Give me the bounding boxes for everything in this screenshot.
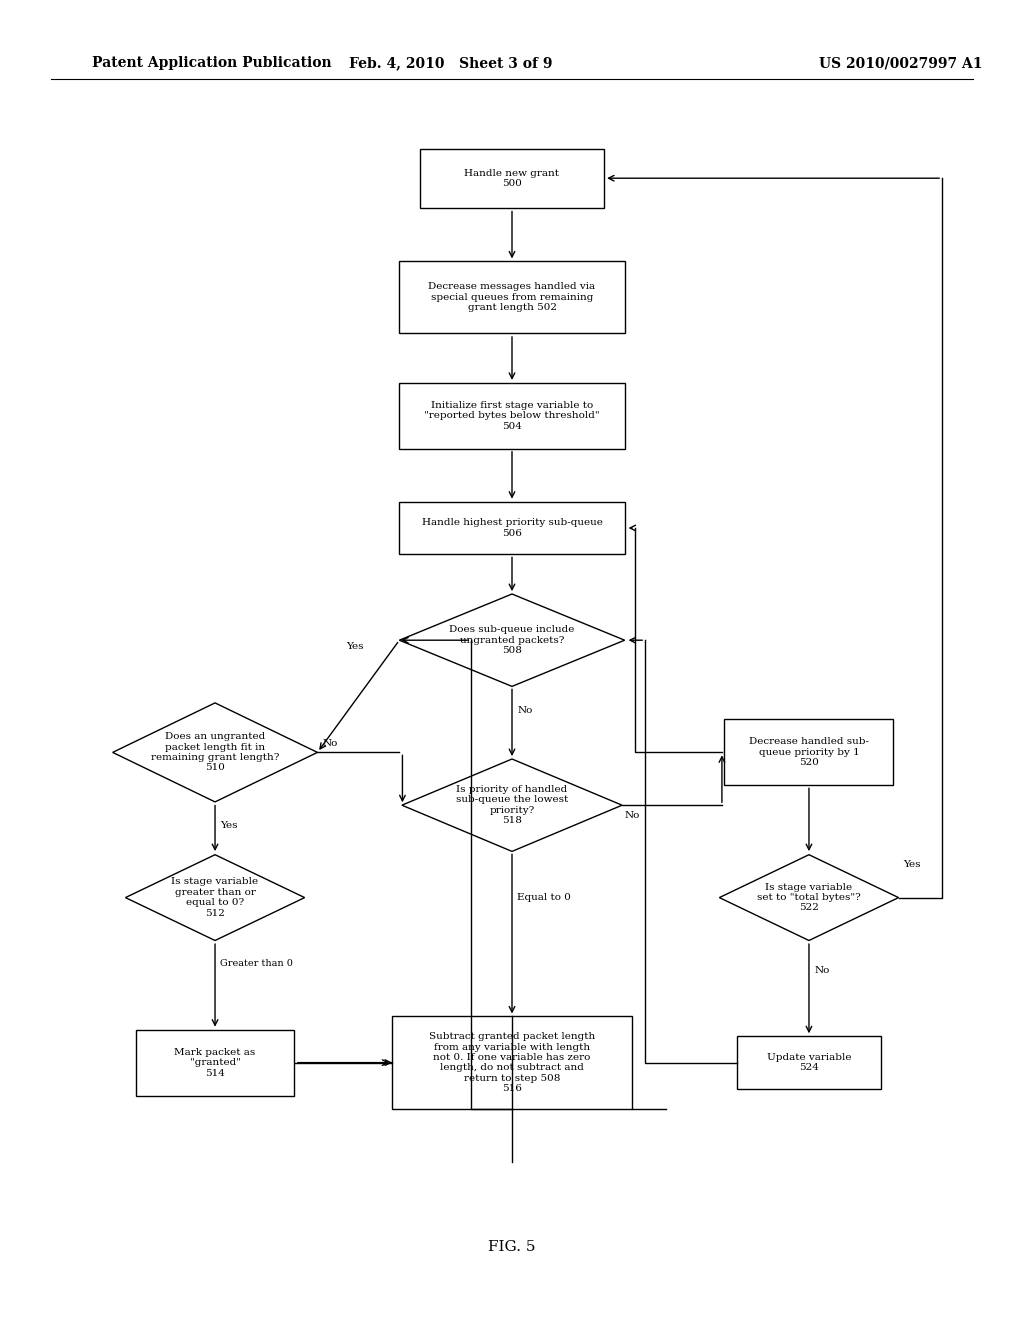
Text: Is stage variable
set to "total bytes"?
522: Is stage variable set to "total bytes"? … bbox=[757, 883, 861, 912]
Text: No: No bbox=[814, 966, 829, 974]
Text: Patent Application Publication: Patent Application Publication bbox=[92, 57, 332, 70]
FancyBboxPatch shape bbox=[399, 502, 625, 554]
Text: Yes: Yes bbox=[346, 643, 364, 651]
Text: No: No bbox=[323, 739, 338, 747]
Polygon shape bbox=[719, 855, 899, 940]
Text: Equal to 0: Equal to 0 bbox=[517, 894, 571, 902]
Polygon shape bbox=[125, 855, 305, 940]
Text: Yes: Yes bbox=[903, 861, 921, 869]
FancyBboxPatch shape bbox=[399, 260, 625, 333]
Text: Does sub-queue include
ungranted packets?
508: Does sub-queue include ungranted packets… bbox=[450, 626, 574, 655]
Text: Decrease handled sub-
queue priority by 1
520: Decrease handled sub- queue priority by … bbox=[749, 738, 869, 767]
FancyBboxPatch shape bbox=[420, 149, 604, 207]
Text: FIG. 5: FIG. 5 bbox=[488, 1241, 536, 1254]
Text: Subtract granted packet length
from any variable with length
not 0. If one varia: Subtract granted packet length from any … bbox=[429, 1032, 595, 1093]
Polygon shape bbox=[399, 594, 625, 686]
Text: Feb. 4, 2010   Sheet 3 of 9: Feb. 4, 2010 Sheet 3 of 9 bbox=[349, 57, 552, 70]
FancyBboxPatch shape bbox=[725, 719, 893, 785]
Text: No: No bbox=[625, 812, 640, 820]
Polygon shape bbox=[113, 704, 317, 801]
FancyBboxPatch shape bbox=[737, 1036, 881, 1089]
Text: Handle new grant
500: Handle new grant 500 bbox=[465, 169, 559, 187]
FancyBboxPatch shape bbox=[135, 1030, 295, 1096]
Text: Is stage variable
greater than or
equal to 0?
512: Is stage variable greater than or equal … bbox=[171, 878, 259, 917]
Text: Handle highest priority sub-queue
506: Handle highest priority sub-queue 506 bbox=[422, 519, 602, 537]
Text: Greater than 0: Greater than 0 bbox=[220, 960, 293, 968]
Text: Is priority of handled
sub-queue the lowest
priority?
518: Is priority of handled sub-queue the low… bbox=[456, 785, 568, 825]
Text: No: No bbox=[517, 706, 532, 714]
FancyBboxPatch shape bbox=[391, 1016, 632, 1109]
Text: Decrease messages handled via
special queues from remaining
grant length 502: Decrease messages handled via special qu… bbox=[428, 282, 596, 312]
Text: Initialize first stage variable to
"reported bytes below threshold"
504: Initialize first stage variable to "repo… bbox=[424, 401, 600, 430]
Polygon shape bbox=[401, 759, 623, 851]
Text: US 2010/0027997 A1: US 2010/0027997 A1 bbox=[819, 57, 983, 70]
FancyBboxPatch shape bbox=[399, 383, 625, 449]
Text: Yes: Yes bbox=[220, 821, 238, 829]
Text: Update variable
524: Update variable 524 bbox=[767, 1053, 851, 1072]
Text: Mark packet as
"granted"
514: Mark packet as "granted" 514 bbox=[174, 1048, 256, 1077]
Text: Does an ungranted
packet length fit in
remaining grant length?
510: Does an ungranted packet length fit in r… bbox=[151, 733, 280, 772]
